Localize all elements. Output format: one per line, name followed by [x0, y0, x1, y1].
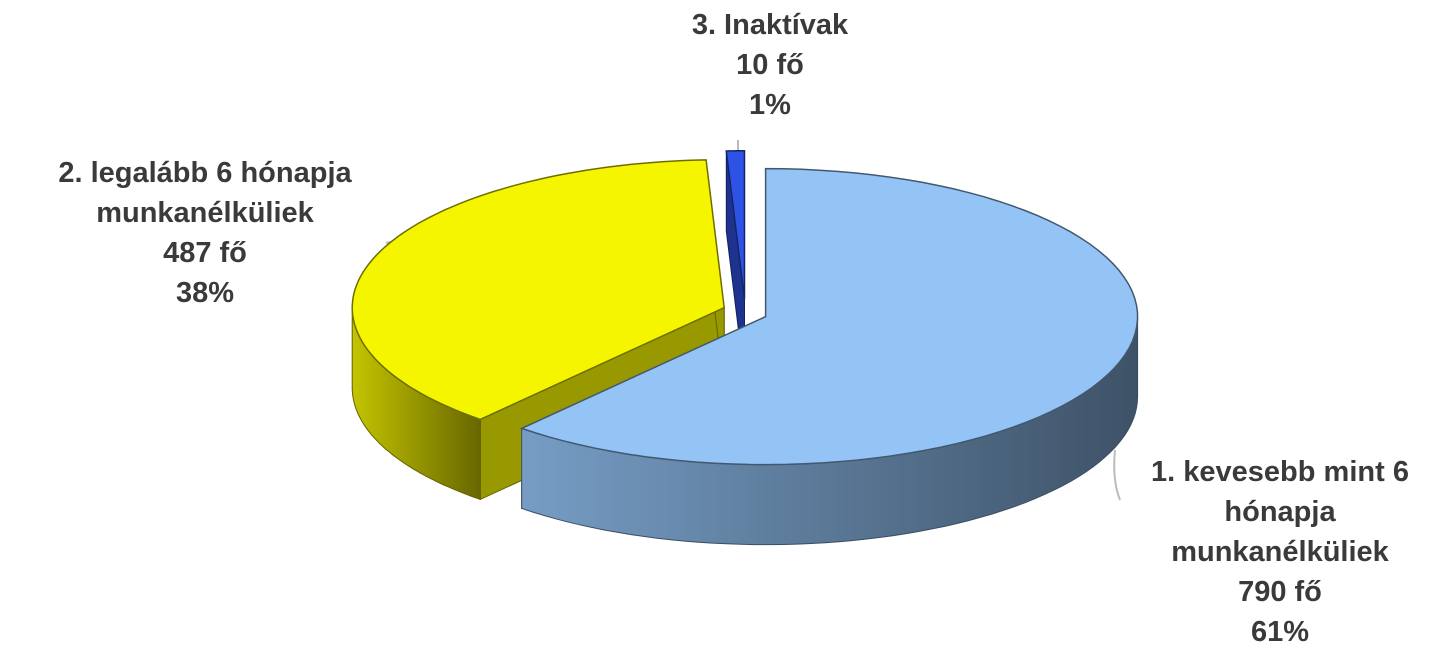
leader-line: [1113, 449, 1121, 501]
percent-label: 1%: [749, 89, 791, 121]
category-label: 3. Inaktívak: [691, 9, 849, 41]
slice: [351, 159, 726, 421]
percent-label: 38%: [175, 277, 235, 309]
value-label: 487 fő: [163, 237, 247, 269]
slice-label: 1. kevesebb mint 6 hónapja munkanélkülie…: [1120, 452, 1435, 652]
slice: [725, 150, 746, 299]
slice-label: 3. Inaktívak 10 fő 1%: [620, 5, 920, 125]
percent-label: 61%: [1250, 616, 1310, 648]
category-label: 2. legalább 6 hónapja munkanélküliek: [58, 157, 352, 229]
slice-label: 2. legalább 6 hónapja munkanélküliek 487…: [5, 153, 405, 313]
slice: [519, 167, 1139, 466]
value-label: 10 fő: [736, 49, 804, 81]
category-label: 1. kevesebb mint 6 hónapja munkanélkülie…: [1151, 456, 1409, 568]
value-label: 790 fő: [1238, 576, 1322, 608]
